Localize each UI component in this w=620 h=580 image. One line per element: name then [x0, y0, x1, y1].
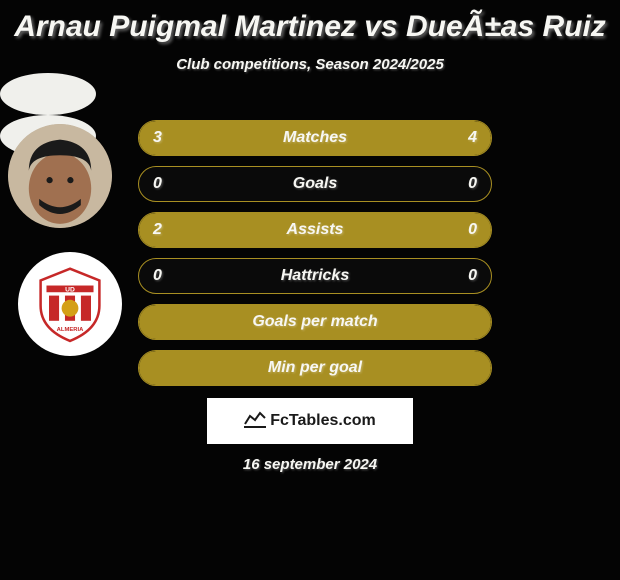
stat-value-left: 0: [153, 175, 162, 193]
page-title: Arnau Puigmal Martinez vs DueÃ±as Ruiz: [0, 0, 620, 44]
stat-value-left: 3: [153, 129, 162, 147]
stat-label: Min per goal: [268, 359, 362, 377]
stat-row: 2 0 Assists: [138, 212, 492, 248]
stat-row: Goals per match: [138, 304, 492, 340]
club-crest-icon: UD ALMERIA: [28, 262, 112, 346]
stat-value-right: 0: [468, 175, 477, 193]
stat-row: 0 0 Goals: [138, 166, 492, 202]
stat-label: Goals per match: [252, 313, 377, 331]
stat-value-left: 2: [153, 221, 162, 239]
stat-value-right: 0: [468, 267, 477, 285]
stat-row: Min per goal: [138, 350, 492, 386]
date-label: 16 september 2024: [243, 456, 377, 473]
attribution-text: FcTables.com: [270, 412, 376, 430]
stat-label: Matches: [283, 129, 347, 147]
stat-bars: 3 4 Matches 0 0 Goals 2 0 Assists 0 0 Hattricks Goal…: [138, 120, 492, 396]
stat-label: Hattricks: [281, 267, 349, 285]
svg-text:UD: UD: [65, 286, 75, 293]
svg-text:ALMERIA: ALMERIA: [57, 327, 84, 333]
stat-row: 0 0 Hattricks: [138, 258, 492, 294]
stat-label: Assists: [287, 221, 344, 239]
stat-row: 3 4 Matches: [138, 120, 492, 156]
chart-icon: [244, 410, 266, 433]
club-badge-left: UD ALMERIA: [18, 252, 122, 356]
stat-value-left: 0: [153, 267, 162, 285]
stat-value-right: 4: [468, 129, 477, 147]
attribution-badge[interactable]: FcTables.com: [207, 398, 413, 444]
subtitle: Club competitions, Season 2024/2025: [0, 56, 620, 73]
player-avatar-right-placeholder-1: [0, 73, 96, 115]
stat-label: Goals: [293, 175, 337, 193]
player-avatar-left: [8, 124, 112, 228]
stat-value-right: 0: [468, 221, 477, 239]
player-face-icon: [8, 124, 112, 228]
comparison-card: Arnau Puigmal Martinez vs DueÃ±as Ruiz C…: [0, 0, 620, 580]
